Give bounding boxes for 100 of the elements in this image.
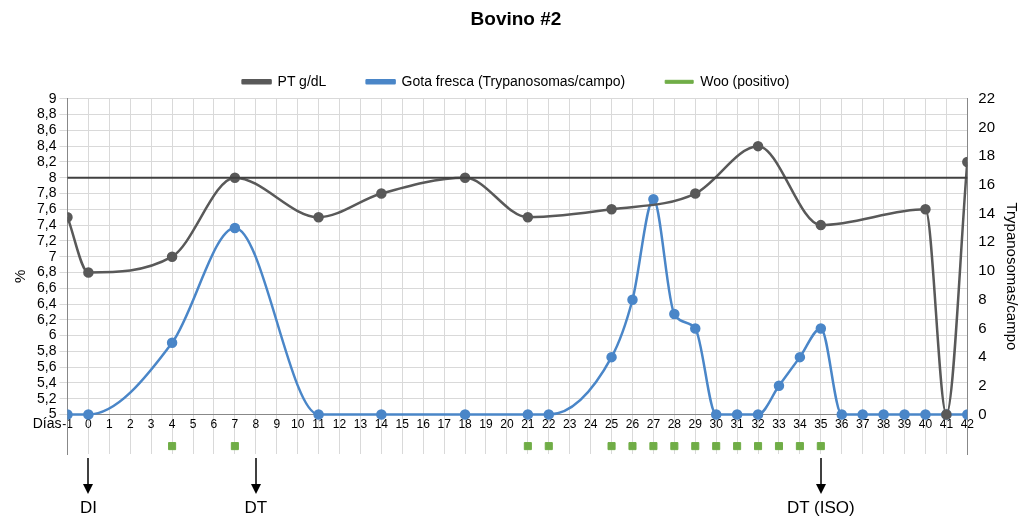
x-tick-label: 36: [835, 417, 849, 432]
point: [752, 140, 764, 152]
y-tick-label: 8,8: [36, 105, 57, 122]
point: [731, 409, 743, 420]
y2-tick-label: 4: [978, 347, 987, 365]
y-tick-label: 5,4: [36, 373, 57, 390]
point: [752, 409, 764, 420]
x-tick-label: 2: [126, 417, 134, 432]
y-tick-label: 8,2: [36, 152, 57, 169]
point: [712, 442, 721, 451]
y-tick-label: 6: [48, 326, 57, 343]
y-tick-label: 8,6: [36, 121, 57, 138]
x-tick-label: 13: [353, 417, 368, 432]
x-tick-label: 34: [793, 417, 807, 432]
y-tick-label: 9: [48, 89, 57, 106]
y2-tick-label: 8: [978, 289, 987, 307]
y-tick-label: 7,8: [36, 184, 57, 201]
y2-tick-label: 10: [978, 261, 995, 279]
point: [816, 442, 825, 451]
point: [606, 204, 617, 215]
text: DT: [244, 498, 268, 516]
y-tick-label: 5,2: [36, 389, 57, 406]
point: [648, 194, 659, 205]
x-tick-label: 14: [374, 417, 389, 432]
x-tick-label: 41: [939, 417, 954, 432]
x-tick-label: 30: [709, 417, 724, 432]
x-tick-label: 11: [312, 417, 326, 432]
point: [815, 219, 827, 231]
x-tick-label: 3: [147, 417, 155, 432]
y-tick-label: 7,4: [36, 215, 57, 232]
legend-label: Woo (positivo): [700, 72, 790, 89]
point: [376, 409, 387, 420]
x-tick-label: 23: [563, 417, 577, 432]
y-tick-label: 7: [48, 247, 57, 264]
x-tick-label: 9: [273, 417, 281, 432]
x-tick-label: 19: [479, 417, 493, 432]
x-tick-label: 5: [189, 417, 197, 432]
x-tick-label: 7: [231, 417, 239, 432]
point: [544, 442, 553, 451]
x-tick-label: 12: [332, 417, 347, 432]
point: [83, 409, 94, 420]
y2-tick-label: 16: [978, 175, 995, 193]
x-tick-label: 16: [416, 417, 431, 432]
y2-tick-label: 20: [978, 117, 995, 135]
y-tick-label: 8: [48, 168, 57, 185]
text: DT (ISO): [786, 498, 855, 516]
y-tick-label: 7,6: [36, 200, 57, 217]
x-tick-label: 25: [604, 417, 619, 432]
x-tick-label: 0: [85, 417, 93, 432]
point: [522, 211, 534, 223]
point: [230, 442, 239, 451]
x-tick-label: 42: [960, 417, 975, 432]
point: [690, 323, 701, 334]
point: [857, 409, 868, 420]
legend-label: Gota fresca (Trypanosomas/campo): [401, 72, 626, 89]
point: [313, 211, 324, 223]
x-tick-label: 20: [500, 417, 514, 432]
y-tick-label: 6,4: [36, 294, 57, 311]
x-tick-label: 17: [437, 417, 452, 432]
point: [773, 380, 785, 392]
chart-title: Bovino #2: [470, 7, 562, 29]
y2-tick-label: 12: [978, 232, 995, 250]
x-tick-label: 22: [542, 417, 556, 432]
legend-label: PT g/dL: [277, 72, 327, 89]
point: [376, 188, 387, 199]
point: [627, 294, 638, 305]
point: [710, 409, 722, 420]
y-tick-label: 7,2: [36, 231, 57, 248]
point: [523, 442, 532, 451]
x-tick-label: 21: [521, 417, 535, 432]
point: [313, 409, 324, 420]
x-tick-label: 35: [814, 417, 828, 432]
x-tick-label: 18: [458, 417, 473, 432]
x-tick-label: 24: [583, 417, 598, 432]
point: [920, 409, 931, 420]
point: [669, 308, 680, 320]
y-tick-label: 5,8: [36, 342, 57, 359]
point: [899, 409, 910, 420]
point: [649, 442, 658, 451]
x-tick-label: 40: [918, 417, 933, 432]
x-tick-label: 1: [105, 417, 113, 432]
point: [166, 337, 178, 349]
point: [522, 409, 534, 420]
point: [878, 409, 889, 420]
x-tick-label: 38: [876, 417, 891, 432]
y2-tick-label: 18: [978, 146, 995, 164]
y-tick-label: 6,6: [36, 279, 57, 296]
point: [168, 442, 177, 451]
x-tick-label: 4: [168, 417, 176, 432]
y2-tick-label: 22: [978, 88, 995, 106]
point: [690, 188, 701, 199]
x-tick-label: 27: [646, 417, 661, 432]
point: [920, 204, 931, 215]
point: [229, 222, 241, 234]
point: [795, 442, 804, 451]
x-tick-label: 39: [897, 417, 912, 432]
x-tick-label: 10: [290, 417, 305, 432]
x-tick-label: 26: [625, 417, 640, 432]
x-tick-label: 28: [667, 417, 682, 432]
y2-tick-label: 6: [978, 318, 987, 336]
